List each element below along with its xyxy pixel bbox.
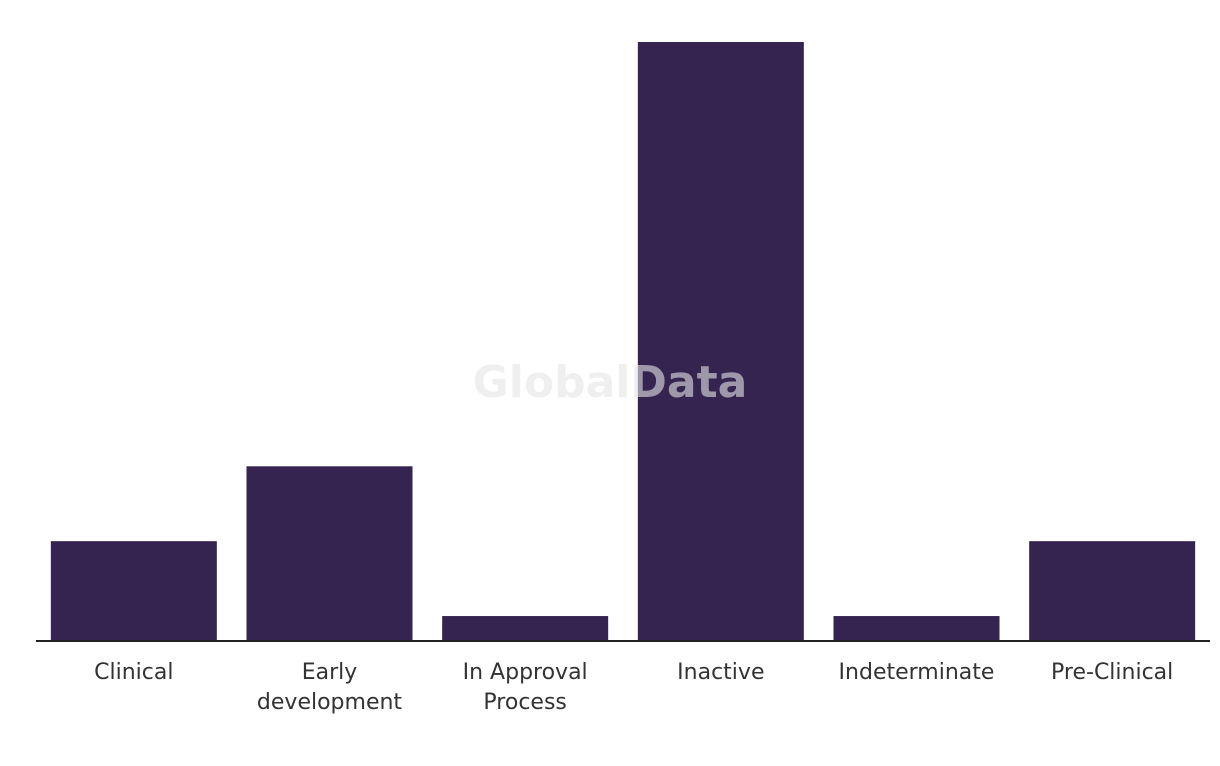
x-tick-label: Clinical	[94, 660, 174, 685]
x-tick-label: In Approval Process	[462, 660, 588, 715]
x-tick-label: Early development	[256, 660, 403, 715]
watermark: GlobalData	[473, 357, 748, 408]
bar	[246, 466, 413, 641]
bar	[1029, 541, 1196, 641]
x-tick-label: Pre-Clinical	[1051, 660, 1174, 685]
x-tick-label: Inactive	[677, 660, 765, 685]
bar	[442, 616, 609, 641]
bar	[833, 616, 1000, 641]
x-tick-label: Indeterminate	[838, 660, 995, 685]
bar	[637, 42, 804, 641]
bar	[50, 541, 217, 641]
